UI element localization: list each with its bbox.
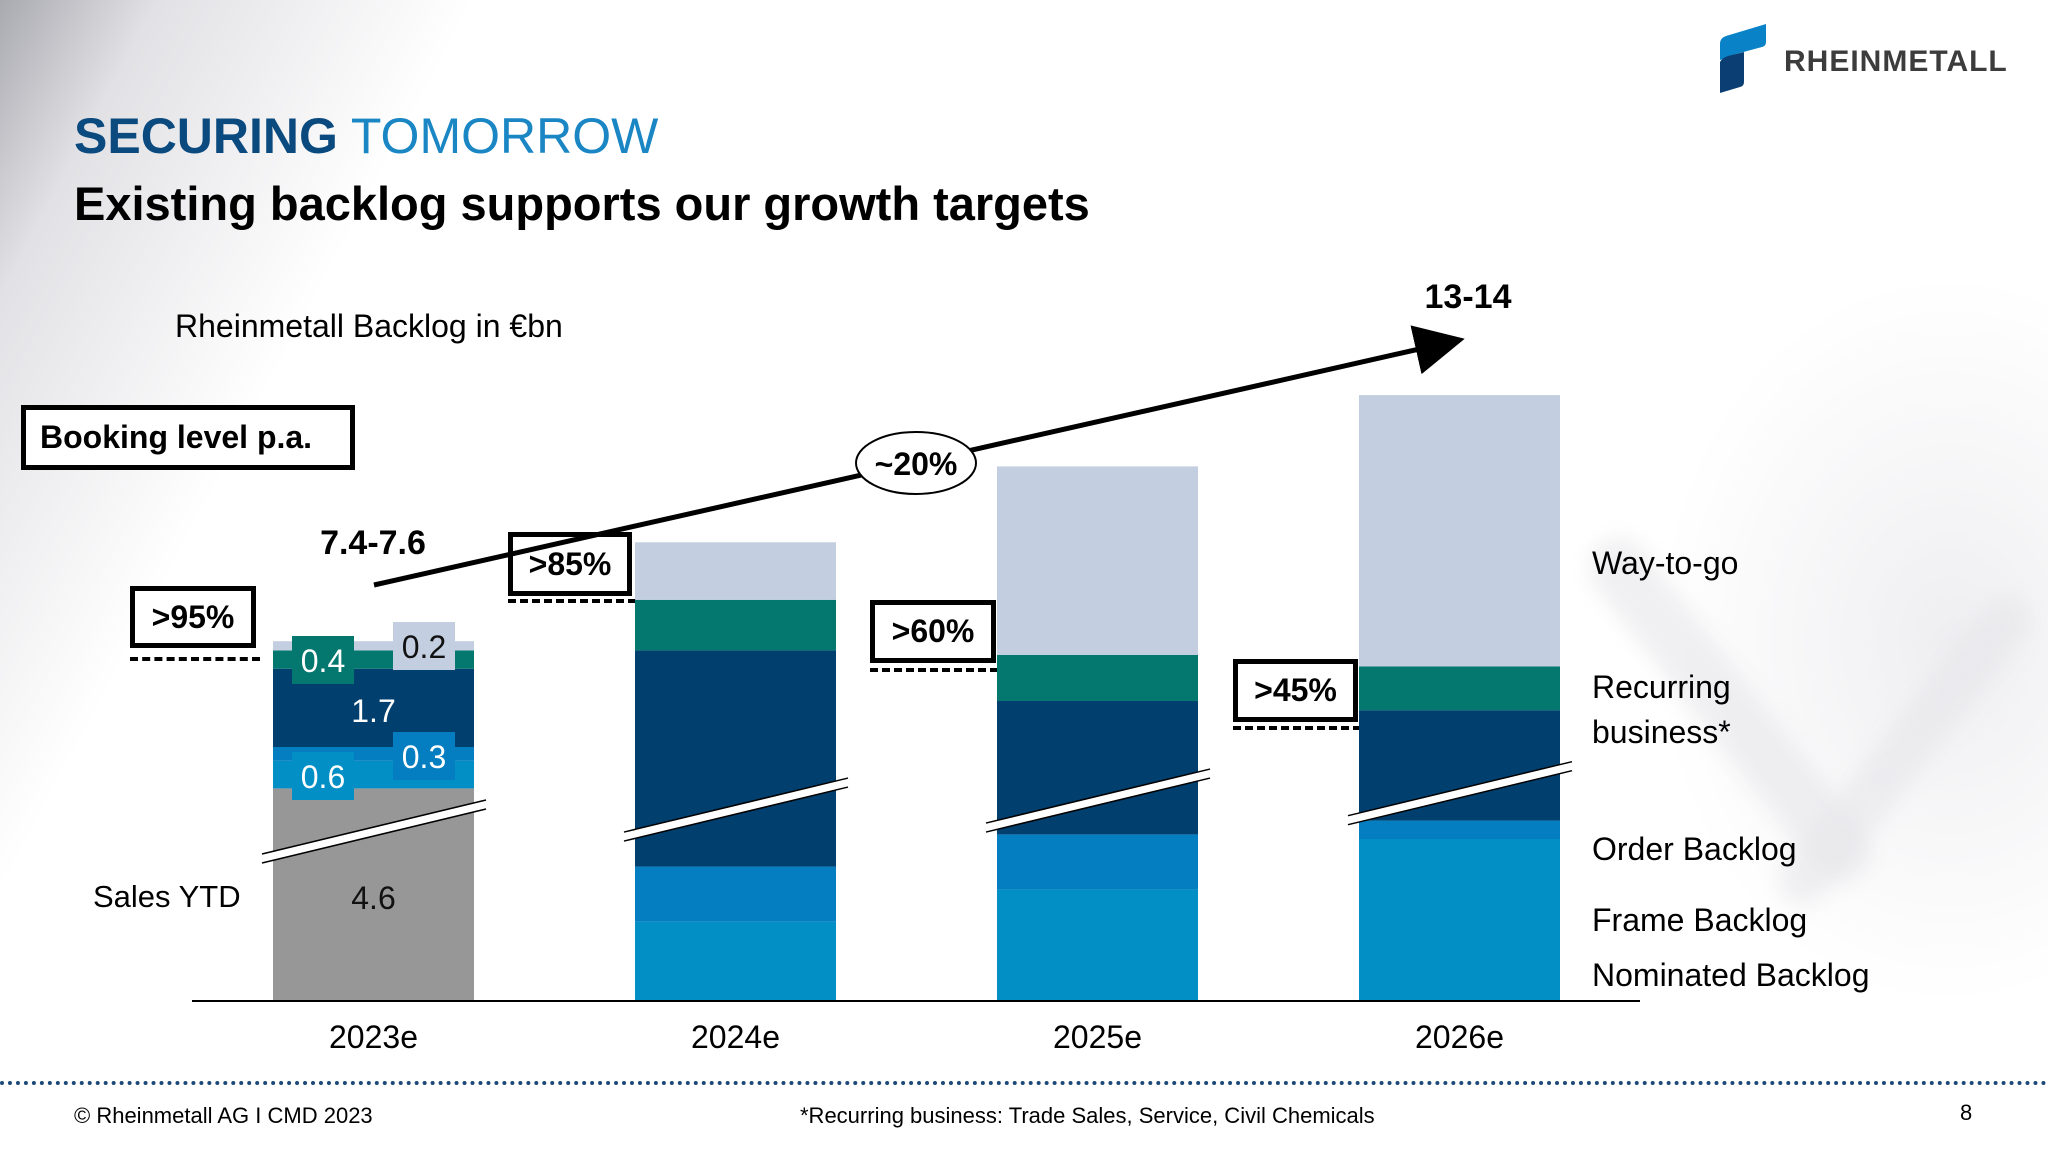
axis-break-edge xyxy=(1347,769,1573,826)
bar-segment-order-backlog-2024e xyxy=(635,650,836,867)
x-tick-labels-group: 2023e 2024e 2025e 2026e xyxy=(329,1019,1504,1055)
coverage-dash xyxy=(1233,726,1361,730)
footer-footnote: *Recurring business: Trade Sales, Servic… xyxy=(800,1103,1375,1128)
title-light: TOMORROW xyxy=(350,108,659,164)
coverage-dash xyxy=(870,668,998,672)
coverage-label: >95% xyxy=(151,598,235,635)
legend-label-order-backlog: Order Backlog xyxy=(1592,831,1797,867)
data-label-box xyxy=(393,622,455,670)
coverage-box-2025e: >60% xyxy=(870,600,996,663)
axis-break-edge xyxy=(1347,760,1573,817)
data-label-order-backlog: 1.7 xyxy=(351,693,395,729)
coverage-box-2026e: >45% xyxy=(1233,659,1358,722)
data-label-box xyxy=(393,732,455,780)
coverage-dash xyxy=(130,657,260,661)
rheinmetall-logo: RHEINMETALL xyxy=(1718,22,2008,94)
booking-start-label: 7.4-7.6 xyxy=(320,524,426,562)
page-title: SECURING TOMORROW xyxy=(74,106,658,166)
axis-break-edge xyxy=(261,799,487,855)
bar-segment-order-backlog-2026e xyxy=(1359,710,1560,821)
coverage-label: >60% xyxy=(891,613,975,649)
axis-break-mark xyxy=(624,778,848,842)
axis-breaks-group xyxy=(261,760,1573,864)
page-number: 8 xyxy=(1960,1100,1973,1125)
axis-break-mark xyxy=(262,800,486,863)
bars-group xyxy=(273,395,1560,1000)
legend-label-recurring-business: Recurring xyxy=(1592,669,1731,705)
coverage-label: >45% xyxy=(1254,672,1337,708)
bar-segment-frame-backlog-2024e xyxy=(635,866,836,922)
sales-ytd-label: Sales YTD xyxy=(93,879,241,914)
bar-segment-frame-backlog-2026e xyxy=(1359,820,1560,839)
title-bold: SECURING xyxy=(74,108,338,164)
bar-segment-way-to-go-2024e xyxy=(635,542,836,600)
data-label-frame-backlog: 0.3 xyxy=(402,739,446,775)
coverage-box-2023e: >95% xyxy=(130,586,256,648)
logo-text: RHEINMETALL xyxy=(1784,45,2008,78)
page-subtitle: Existing backlog supports our growth tar… xyxy=(74,177,1090,230)
coverage-label: >85% xyxy=(528,545,612,582)
booking-end-label: 13-14 xyxy=(1425,278,1512,316)
bar-segment-way-to-go-2026e xyxy=(1359,395,1560,667)
bar-segment-nominated-backlog-2024e xyxy=(635,921,836,1000)
legend-label-nominated-backlog: Nominated Backlog xyxy=(1592,957,1869,993)
data-label-way-to-go: 0.2 xyxy=(402,629,446,665)
axis-break-mark xyxy=(986,769,1210,833)
bar-segment-recurring-business-2025e xyxy=(997,655,1198,701)
bar-segment-way-to-go-2025e xyxy=(997,466,1198,655)
growth-rate-ellipse xyxy=(855,431,977,495)
booking-level-label: Booking level p.a. xyxy=(40,419,313,455)
logo-mark-icon xyxy=(1718,22,1770,94)
bar-segment-sales-ytd-2023e xyxy=(273,788,474,1000)
bar-segment-frame-backlog-2025e xyxy=(997,834,1198,890)
footer-divider xyxy=(0,1081,2048,1085)
data-labels-group: 0.2 0.41.70.3 0.6 4.6 xyxy=(292,622,455,916)
chart-title: Rheinmetall Backlog in €bn xyxy=(175,308,563,344)
booking-level-box: Booking level p.a. xyxy=(21,405,355,470)
axis-break-edge xyxy=(623,777,849,833)
data-label-recurring-business: 0.4 xyxy=(301,643,345,679)
bar-segment-recurring-business-2026e xyxy=(1359,666,1560,711)
x-tick-label: 2025e xyxy=(1053,1019,1142,1055)
x-tick-label: 2024e xyxy=(691,1019,780,1055)
axis-break-edge xyxy=(985,777,1211,833)
legend-label-way-to-go: Way-to-go xyxy=(1592,545,1738,581)
data-label-box xyxy=(292,636,354,684)
growth-rate-label: ~20% xyxy=(875,446,958,482)
coverage-dash xyxy=(508,599,636,603)
data-label-nominated-backlog: 0.6 xyxy=(301,759,345,795)
bar-segment-way-to-go-2023e xyxy=(273,641,474,651)
axis-break-edge xyxy=(261,808,487,864)
bar-segment-nominated-backlog-2025e xyxy=(997,889,1198,1000)
legend-label-recurring-business: business* xyxy=(1592,714,1731,750)
data-label-sales-ytd: 4.6 xyxy=(351,880,395,916)
axis-break-edge xyxy=(623,786,849,842)
bar-segment-recurring-business-2024e xyxy=(635,599,836,651)
x-tick-label: 2023e xyxy=(329,1019,418,1055)
data-label-box xyxy=(292,752,354,800)
legend-group: Way-to-go Recurring business* Order Backlog… xyxy=(1592,545,1869,993)
footer-copyright: © Rheinmetall AG I CMD 2023 xyxy=(74,1103,373,1128)
axis-break-edge xyxy=(985,768,1211,824)
legend-label-frame-backlog: Frame Backlog xyxy=(1592,902,1807,938)
x-tick-label: 2026e xyxy=(1415,1019,1504,1055)
bar-segment-nominated-backlog-2026e xyxy=(1359,839,1560,1000)
axis-break-mark xyxy=(1348,761,1572,825)
